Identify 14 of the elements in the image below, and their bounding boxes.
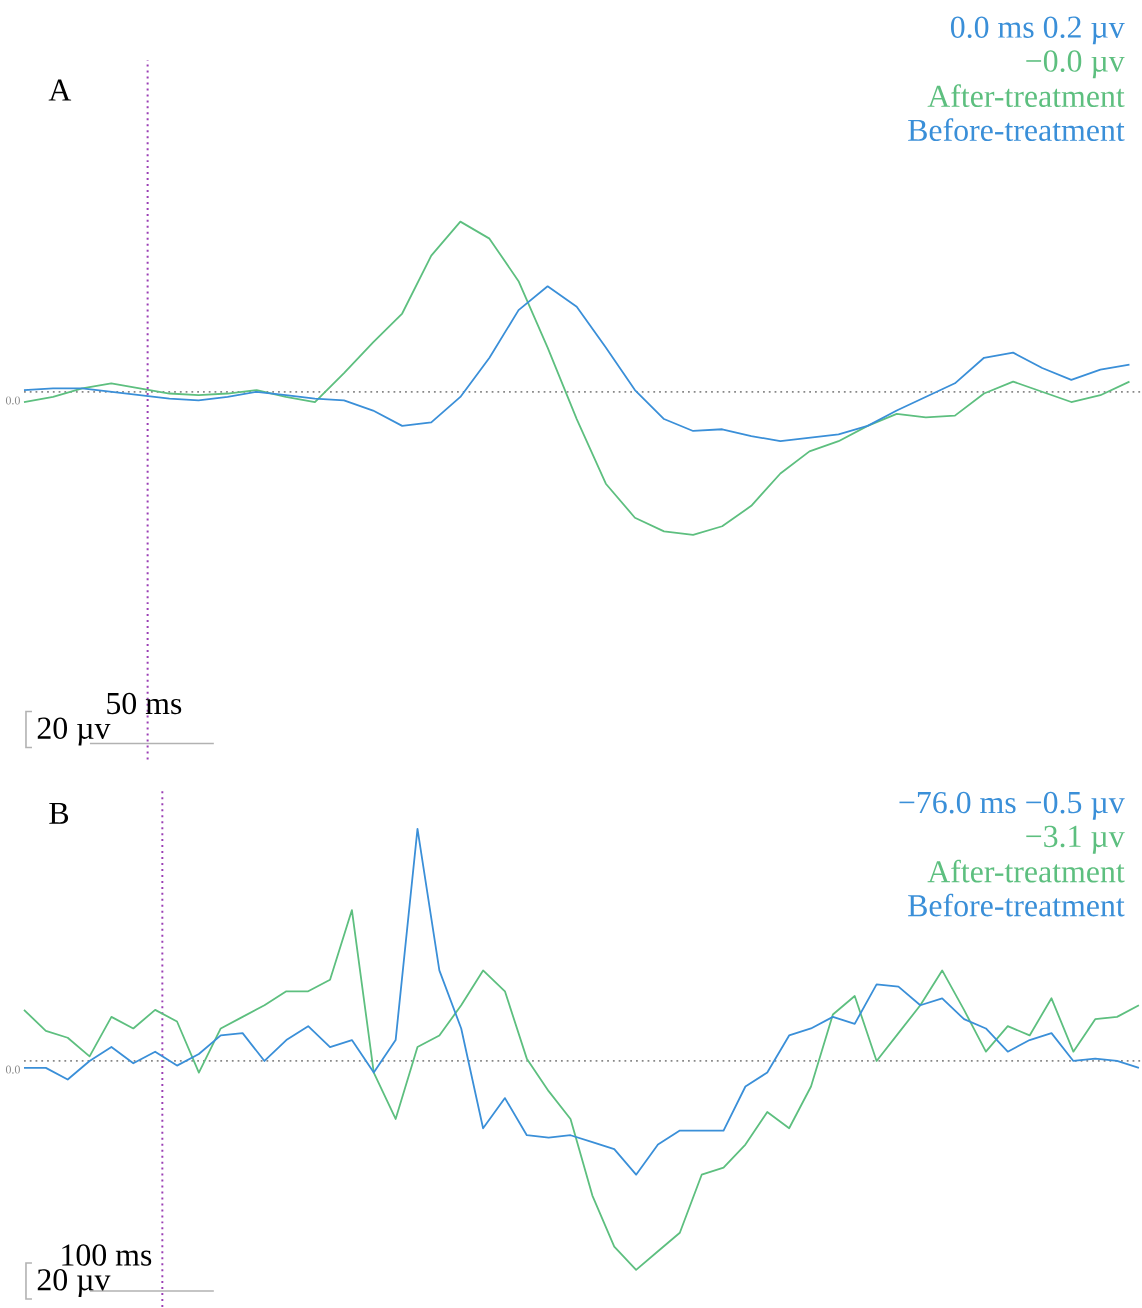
chart-title: A	[48, 79, 72, 101]
text: 50 ms	[107, 692, 182, 715]
text: −76.0 ms −0.5 µv	[899, 791, 1125, 820]
annotation: 20 µv	[37, 1269, 111, 1297]
chart-title: B	[49, 802, 69, 824]
text: −0.0 µv	[1026, 50, 1125, 79]
annotation: 100 ms	[62, 1244, 152, 1266]
text: 20 µv	[37, 717, 111, 746]
text: 0.0 ms 0.2 µv	[950, 16, 1125, 45]
text: Before-treatment	[908, 893, 1125, 917]
text: Before-treatment	[908, 118, 1125, 142]
text: After-treatment	[927, 84, 1125, 108]
text: After-treatment	[927, 859, 1125, 883]
annotation: −3.1 µv	[1026, 825, 1125, 854]
